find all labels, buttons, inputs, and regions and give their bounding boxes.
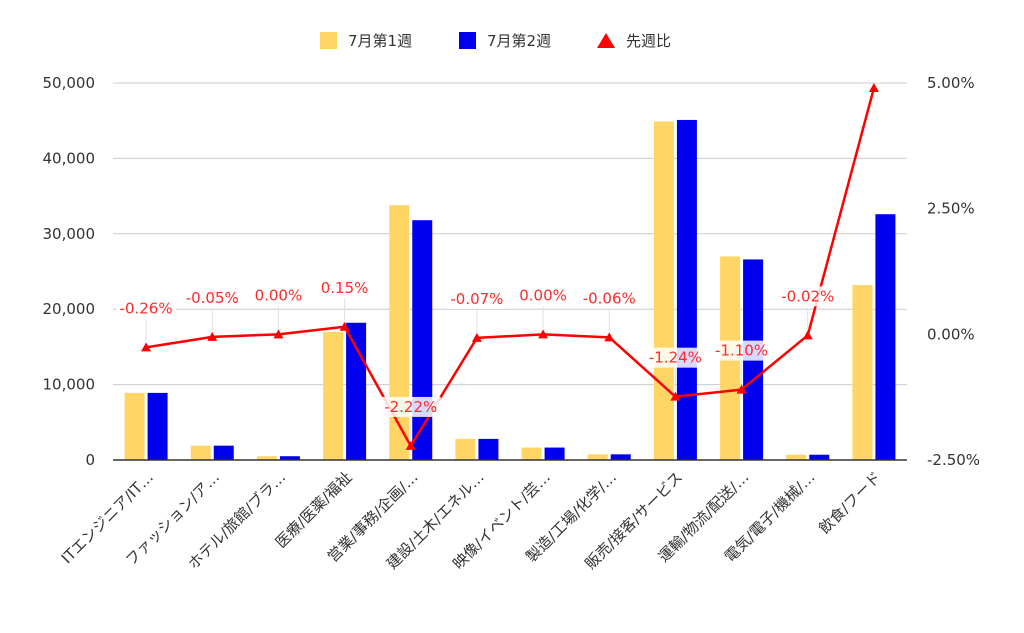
y-right-tick-label: 5.00% bbox=[927, 74, 975, 92]
y-right-tick-label: 0.00% bbox=[927, 325, 975, 343]
ratio-data-label: -0.02% bbox=[781, 287, 834, 305]
ratio-marker bbox=[207, 331, 218, 341]
bar-series-2 bbox=[147, 392, 168, 460]
ratio-data-label: -0.05% bbox=[186, 289, 239, 307]
data-label-bg bbox=[248, 285, 309, 306]
bar-series-1 bbox=[389, 205, 410, 460]
bar-series-1 bbox=[587, 454, 608, 460]
axes: 0 10,000 20,000 30,000 40,000 50,000 -2.50% 0.0… bbox=[43, 74, 981, 573]
ratio-marker bbox=[802, 330, 813, 340]
bar-series-1 bbox=[455, 438, 476, 460]
data-label-bg bbox=[579, 288, 640, 309]
data-label-bg bbox=[314, 277, 375, 298]
y-left-tick-label: 50,000 bbox=[43, 74, 96, 92]
ratio-data-label: 0.00% bbox=[255, 286, 303, 304]
data-label-bg bbox=[380, 396, 441, 417]
ratio-data-label: 0.00% bbox=[519, 286, 567, 304]
bar-series-2 bbox=[213, 445, 234, 460]
y-left-tick-label: 40,000 bbox=[43, 149, 96, 167]
gridlines bbox=[113, 82, 907, 386]
bar-series-1 bbox=[786, 454, 807, 460]
bar-series-2 bbox=[610, 454, 631, 460]
legend-swatch bbox=[459, 32, 476, 49]
ratio-data-label: -0.26% bbox=[120, 299, 173, 317]
bar-series-2 bbox=[346, 322, 367, 460]
ratio-marker bbox=[538, 329, 549, 339]
ratio-line bbox=[145, 87, 876, 448]
category-label: 飲食/フード bbox=[815, 468, 884, 537]
bar-series-2 bbox=[478, 438, 499, 460]
legend-swatch bbox=[320, 32, 337, 49]
bar-series-2 bbox=[809, 454, 830, 460]
data-label-bg bbox=[446, 288, 507, 309]
ratio-line-group: -0.26%-0.05% 0.00% 0.15%-2.22%-0.07% 0.00% -… bbox=[116, 83, 879, 450]
ratio-marker bbox=[471, 332, 482, 342]
ratio-marker bbox=[141, 342, 152, 352]
legend-label: 先週比 bbox=[626, 32, 671, 50]
bar-series-2 bbox=[676, 119, 697, 461]
bar-series-2 bbox=[544, 447, 565, 460]
bar-series-2 bbox=[412, 220, 433, 460]
ratio-data-label: -1.10% bbox=[715, 342, 768, 360]
y-left-tick-label: 20,000 bbox=[43, 300, 96, 318]
ratio-data-label: 0.15% bbox=[321, 279, 369, 297]
ratio-marker bbox=[273, 329, 284, 339]
y-right-tick-label: -2.50% bbox=[927, 451, 980, 469]
bar-series-1 bbox=[190, 445, 211, 460]
ratio-data-label: -0.07% bbox=[450, 290, 503, 308]
y-left-tick-label: 0 bbox=[85, 451, 95, 469]
ratio-data-label: -0.06% bbox=[583, 289, 636, 307]
ratio-marker bbox=[868, 83, 879, 93]
data-label-bg bbox=[116, 298, 177, 319]
legend-label: 7月第2週 bbox=[487, 32, 551, 50]
ratio-marker bbox=[604, 332, 615, 342]
bar-series-2 bbox=[279, 456, 300, 460]
bar-series-1 bbox=[653, 121, 674, 460]
ratio-marker bbox=[670, 391, 681, 401]
ratio-data-label: -2.22% bbox=[384, 398, 437, 416]
ratio-data-label: -1.24% bbox=[649, 349, 702, 367]
bar-series-1 bbox=[852, 285, 873, 460]
legend-triangle-icon bbox=[597, 33, 615, 48]
ratio-marker bbox=[405, 440, 416, 450]
data-label-bg bbox=[645, 347, 706, 368]
legend: 7月第1週 7月第2週 先週比 bbox=[320, 32, 671, 50]
data-label-bg bbox=[777, 286, 838, 307]
bar-series-2 bbox=[875, 214, 896, 460]
bar-series-1 bbox=[124, 392, 145, 460]
y-left-tick-label: 30,000 bbox=[43, 225, 96, 243]
bar-series-1 bbox=[323, 331, 344, 460]
data-label-bg bbox=[711, 340, 772, 361]
y-left-tick-label: 10,000 bbox=[43, 376, 96, 394]
legend-label: 7月第1週 bbox=[348, 32, 412, 50]
data-label-bg bbox=[513, 285, 574, 306]
y-right-tick-label: 2.50% bbox=[927, 200, 975, 218]
ratio-marker bbox=[736, 384, 747, 394]
bar-series-1 bbox=[521, 447, 542, 460]
ratio-marker bbox=[339, 321, 350, 331]
data-label-bg bbox=[182, 287, 243, 308]
bar-series-1 bbox=[256, 456, 277, 460]
